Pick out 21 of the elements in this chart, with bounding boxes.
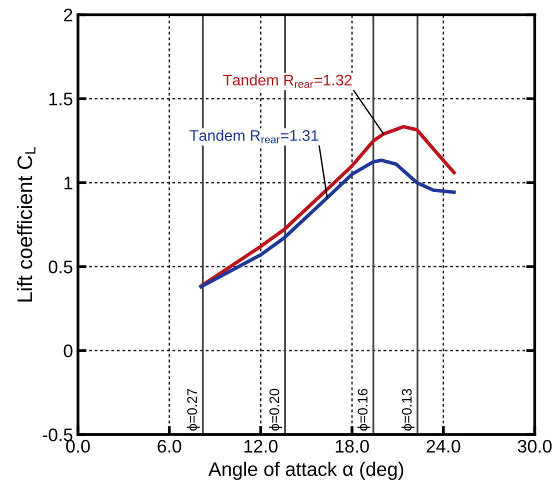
y-axis-title: Lift coefficient C$_{L}$: [16, 147, 36, 302]
y-tick-label: 0.5: [48, 260, 72, 274]
x-tick-label: 12.0: [244, 440, 278, 453]
line-series: [199, 158, 456, 288]
annotation: ϕ=0.20: [269, 388, 282, 431]
x-axis-title: Angle of attack α (deg): [208, 462, 404, 480]
annotation: ϕ=0.16: [357, 388, 370, 431]
x-tick-label: 6.0: [158, 440, 182, 453]
x-tick-label: 30.0: [518, 440, 552, 453]
y-tick-label: 0: [64, 344, 72, 358]
y-tick-label: 1.5: [49, 92, 72, 106]
y-tick-label: -0.5: [42, 428, 72, 442]
x-tick-label: 0.0: [66, 440, 90, 453]
annotation: ϕ=0.13: [402, 388, 414, 431]
x-tick-label: 24.0: [426, 440, 460, 453]
x-tick-label: 18.0: [336, 440, 369, 453]
y-tick-label: 2: [64, 8, 72, 22]
y-tick-label: 1: [64, 176, 72, 190]
text: Tandem R$_{rear}$=1.31: [190, 130, 318, 144]
text: Tandem R$_{rear}$=1.32: [223, 74, 352, 88]
annotation: ϕ=0.27: [186, 388, 200, 431]
